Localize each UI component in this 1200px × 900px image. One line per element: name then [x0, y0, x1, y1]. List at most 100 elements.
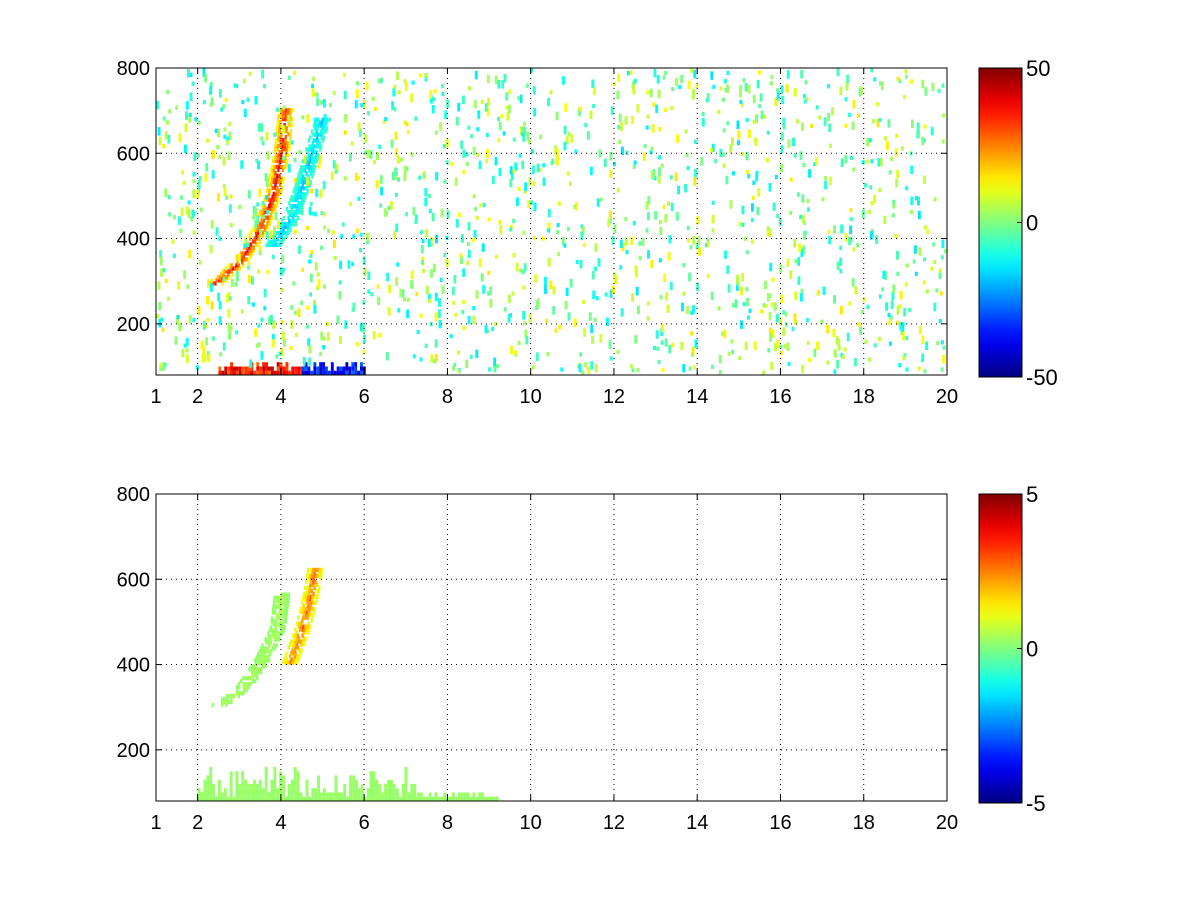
noise-cell: [424, 188, 428, 197]
noise-cell: [931, 82, 935, 91]
noise-cell: [706, 237, 710, 242]
band-cell: [273, 370, 277, 375]
noise-cell: [848, 112, 851, 117]
noise-cell: [921, 136, 925, 146]
noise-cell: [744, 341, 748, 350]
band-cell: [223, 796, 227, 801]
noise-cell: [359, 322, 363, 332]
noise-cell: [689, 245, 693, 250]
noise-cell: [545, 318, 549, 324]
noise-cell: [866, 138, 870, 147]
noise-cell: [680, 74, 684, 84]
noise-cell: [450, 161, 454, 167]
noise-cell: [425, 228, 429, 238]
noise-cell: [222, 276, 226, 281]
noise-cell: [340, 234, 344, 239]
noise-cell: [664, 70, 667, 76]
noise-cell: [726, 121, 730, 126]
ridge-cell: [316, 567, 319, 573]
ridge-cell: [266, 227, 269, 232]
ridge-cell: [248, 248, 251, 253]
ridge-cell: [320, 144, 323, 149]
noise-cell: [282, 338, 286, 347]
y-tick-label: 200: [117, 740, 150, 762]
band-cell: [355, 788, 358, 793]
noise-cell: [636, 368, 640, 373]
noise-cell: [879, 158, 883, 167]
band-cell: [363, 796, 367, 801]
noise-cell: [275, 354, 279, 359]
noise-cell: [308, 345, 312, 354]
noise-cell: [663, 107, 667, 112]
noise-cell: [376, 284, 380, 289]
noise-cell: [682, 263, 686, 268]
ridge-cell: [309, 579, 312, 584]
noise-cell: [941, 139, 945, 144]
noise-cell: [901, 324, 905, 333]
ridge-cell: [287, 210, 290, 215]
noise-cell: [164, 278, 168, 284]
noise-cell: [318, 155, 322, 164]
noise-cell: [542, 177, 546, 186]
ridge-cell: [263, 197, 266, 202]
band-cell: [253, 779, 256, 784]
noise-cell: [646, 316, 650, 321]
noise-cell: [608, 340, 612, 349]
noise-cell: [570, 134, 574, 143]
ridge-cell: [270, 619, 273, 624]
noise-cell: [632, 221, 636, 226]
noise-cell: [267, 316, 271, 325]
noise-cell: [901, 332, 905, 341]
ridge-cell: [316, 150, 319, 155]
noise-cell: [603, 158, 607, 168]
band-cell: [285, 362, 289, 367]
noise-cell: [183, 270, 187, 279]
noise-cell: [335, 164, 339, 173]
band-cell: [262, 370, 266, 375]
band-cell: [401, 792, 405, 797]
noise-cell: [624, 116, 628, 125]
noise-cell: [575, 259, 579, 265]
ridge-cell: [253, 673, 256, 678]
noise-cell: [925, 341, 929, 350]
band-cell: [325, 796, 329, 801]
ridge-cell: [256, 227, 259, 232]
band-cell: [443, 792, 447, 797]
noise-cell: [159, 366, 163, 372]
noise-cell: [292, 281, 296, 286]
ridge-cell: [276, 194, 279, 199]
noise-cell: [671, 343, 675, 348]
ridge-cell: [292, 645, 295, 650]
noise-cell: [247, 190, 251, 199]
noise-cell: [344, 114, 348, 123]
noise-cell: [446, 210, 450, 219]
noise-cell: [310, 188, 314, 194]
ridge-cell: [262, 212, 265, 217]
noise-cell: [774, 97, 778, 107]
noise-cell: [179, 228, 183, 233]
ridge-cell: [284, 164, 288, 170]
ridge-cell: [266, 215, 269, 220]
ridge-cell: [307, 603, 310, 608]
ridge-cell: [215, 278, 218, 283]
band-cell: [322, 362, 325, 367]
band-cell: [270, 792, 274, 797]
band-cell: [457, 792, 461, 797]
noise-cell: [892, 199, 896, 204]
ridge-cell: [240, 254, 243, 259]
noise-cell: [396, 71, 399, 80]
ridge-cell: [277, 604, 280, 609]
ridge-cell: [211, 702, 214, 708]
noise-cell: [503, 307, 507, 312]
noise-cell: [821, 197, 825, 202]
noise-cell: [887, 119, 891, 128]
ridge-cell: [314, 165, 317, 170]
ridge-cell: [224, 266, 228, 271]
noise-cell: [910, 209, 913, 215]
noise-cell: [799, 151, 803, 160]
noise-cell: [581, 370, 585, 375]
noise-cell: [481, 243, 485, 252]
ridge-cell: [251, 239, 255, 244]
band-cell: [390, 788, 393, 793]
ridge-cell: [271, 610, 274, 615]
